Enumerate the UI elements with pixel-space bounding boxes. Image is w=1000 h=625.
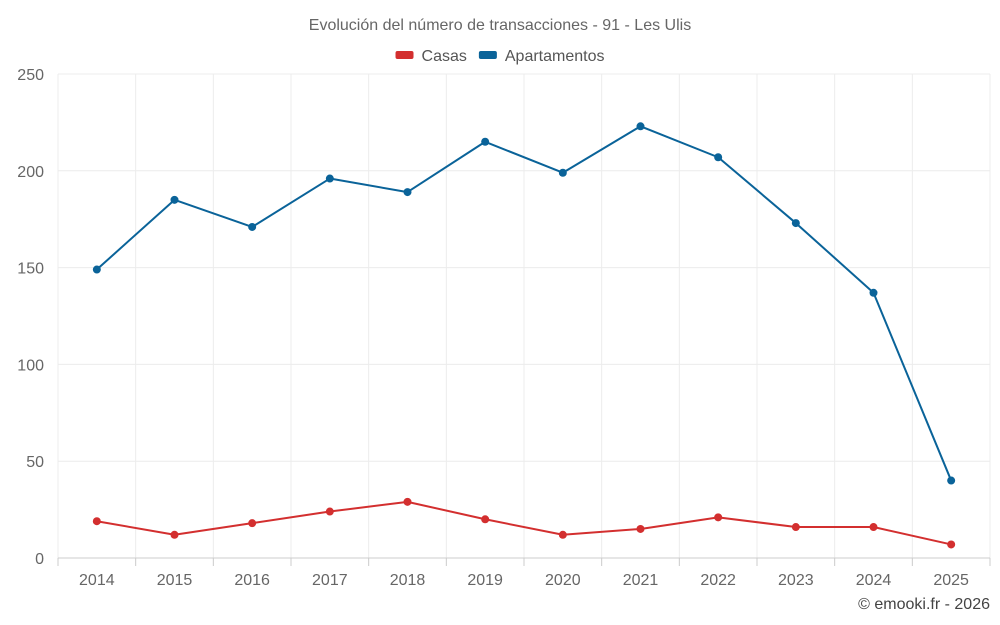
data-point[interactable] <box>403 188 412 197</box>
data-point[interactable] <box>481 137 490 146</box>
x-tick-label: 2019 <box>467 572 503 589</box>
data-point[interactable] <box>248 519 257 528</box>
y-tick-label: 100 <box>17 357 44 374</box>
x-axis: 2014 2015 2016 2017 2018 2019 2020 2021 2022 2023… <box>57 557 991 589</box>
series-layer <box>92 122 956 549</box>
y-tick-label: 0 <box>35 551 44 568</box>
series-apartamentos <box>92 122 956 485</box>
data-point[interactable] <box>869 523 878 532</box>
legend-item-apartamentos[interactable]: Apartamentos <box>478 48 605 65</box>
y-tick-label: 150 <box>17 261 44 278</box>
x-tick-label: 2025 <box>933 572 969 589</box>
credit-text: © emooki.fr - 2026 <box>858 596 990 613</box>
data-point[interactable] <box>325 174 334 183</box>
data-point[interactable] <box>558 530 567 539</box>
data-point[interactable] <box>170 530 179 539</box>
data-point[interactable] <box>92 265 101 274</box>
legend-item-casas[interactable]: Casas <box>395 48 467 65</box>
legend-label: Apartamentos <box>505 48 605 65</box>
series-line <box>96 500 952 546</box>
x-tick-label: 2017 <box>312 572 348 589</box>
legend: Casas Apartamentos <box>395 48 605 65</box>
x-tick-label: 2024 <box>856 572 892 589</box>
data-point[interactable] <box>636 524 645 533</box>
legend-swatch <box>478 51 497 59</box>
data-point[interactable] <box>791 523 800 532</box>
x-tick-label: 2016 <box>234 572 270 589</box>
data-point[interactable] <box>403 497 412 506</box>
data-point[interactable] <box>558 168 567 177</box>
grid-lines <box>57 73 991 558</box>
y-tick-label: 50 <box>26 454 44 471</box>
y-tick-label: 250 <box>17 67 44 84</box>
chart-title: Evolución del número de transacciones - … <box>309 17 691 34</box>
legend-label: Casas <box>422 48 467 65</box>
data-point[interactable] <box>714 513 723 522</box>
x-tick-label: 2020 <box>545 572 581 589</box>
x-tick-label: 2021 <box>623 572 659 589</box>
data-point[interactable] <box>481 515 490 524</box>
legend-swatch <box>395 51 414 59</box>
data-point[interactable] <box>791 219 800 228</box>
series-casas <box>92 497 956 549</box>
y-axis: 0 50 100 150 200 250 <box>17 67 44 568</box>
x-tick-label: 2023 <box>778 572 814 589</box>
series-line <box>96 125 953 481</box>
x-tick-label: 2015 <box>157 572 193 589</box>
data-point[interactable] <box>869 288 878 297</box>
data-point[interactable] <box>92 517 101 526</box>
data-point[interactable] <box>170 195 179 204</box>
x-tick-label: 2022 <box>700 572 736 589</box>
data-point[interactable] <box>947 540 956 549</box>
data-point[interactable] <box>248 222 257 231</box>
data-point[interactable] <box>325 507 334 516</box>
x-tick-label: 2018 <box>390 572 426 589</box>
data-point[interactable] <box>636 122 645 131</box>
y-tick-label: 200 <box>17 164 44 181</box>
data-point[interactable] <box>947 476 956 485</box>
data-point[interactable] <box>714 153 723 162</box>
x-tick-label: 2014 <box>79 572 115 589</box>
